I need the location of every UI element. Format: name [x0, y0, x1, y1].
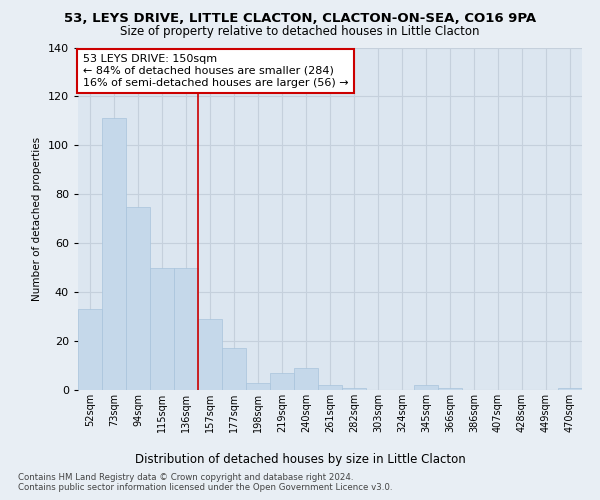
Bar	[78, 310, 102, 390]
Text: 53, LEYS DRIVE, LITTLE CLACTON, CLACTON-ON-SEA, CO16 9PA: 53, LEYS DRIVE, LITTLE CLACTON, CLACTON-…	[64, 12, 536, 26]
Bar	[174, 268, 198, 390]
Bar	[198, 319, 222, 390]
Bar	[270, 373, 294, 390]
Bar	[414, 385, 438, 390]
Bar	[102, 118, 126, 390]
Bar	[246, 382, 270, 390]
Bar	[294, 368, 318, 390]
Bar	[342, 388, 366, 390]
Y-axis label: Number of detached properties: Number of detached properties	[32, 136, 42, 301]
Bar	[438, 388, 462, 390]
Bar	[318, 385, 342, 390]
Bar	[150, 268, 174, 390]
Bar	[558, 388, 582, 390]
Bar	[126, 206, 150, 390]
Text: Contains HM Land Registry data © Crown copyright and database right 2024.
Contai: Contains HM Land Registry data © Crown c…	[18, 472, 392, 492]
Text: 53 LEYS DRIVE: 150sqm
← 84% of detached houses are smaller (284)
16% of semi-det: 53 LEYS DRIVE: 150sqm ← 84% of detached …	[83, 54, 349, 88]
Text: Size of property relative to detached houses in Little Clacton: Size of property relative to detached ho…	[120, 25, 480, 38]
Bar	[222, 348, 246, 390]
Text: Distribution of detached houses by size in Little Clacton: Distribution of detached houses by size …	[134, 452, 466, 466]
